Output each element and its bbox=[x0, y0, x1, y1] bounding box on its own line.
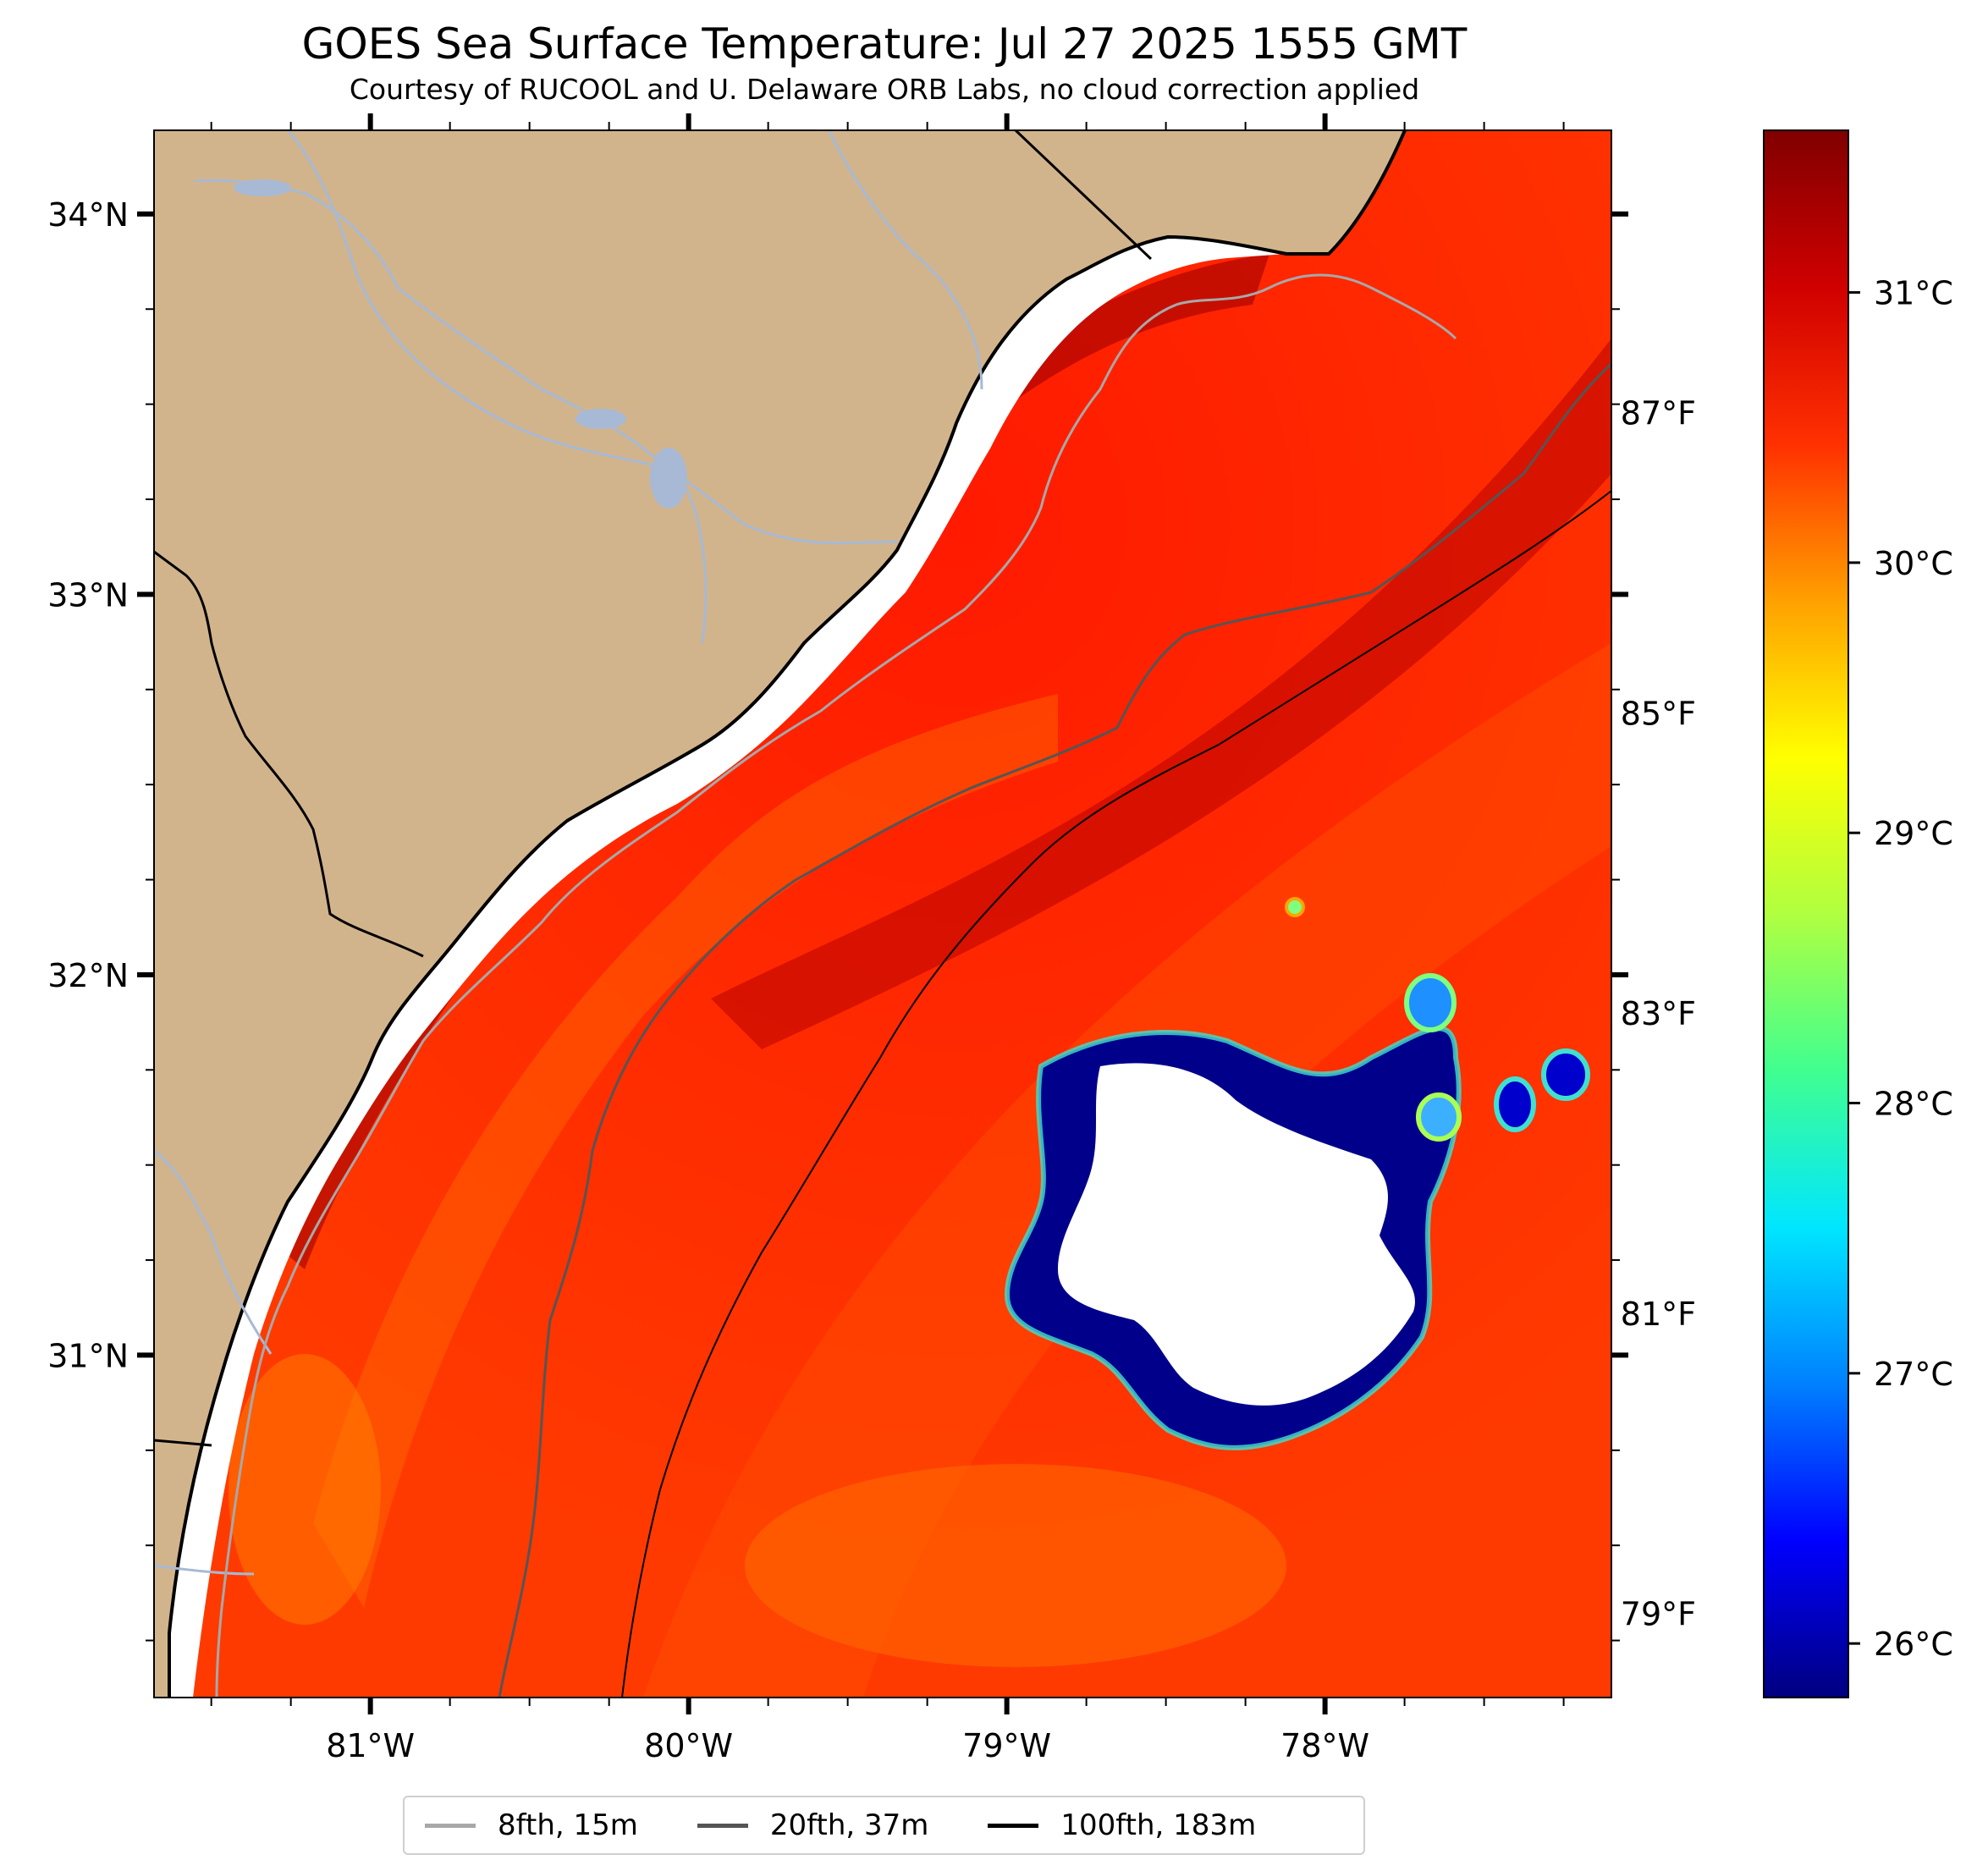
colorbar-fahrenheit-label: 87°F bbox=[1621, 395, 1696, 432]
lake bbox=[575, 409, 626, 429]
map-title: GOES Sea Surface Temperature: Jul 27 202… bbox=[301, 19, 1468, 69]
legend-label: 100fth, 183m bbox=[1060, 1808, 1257, 1842]
cold-eddy bbox=[1541, 1048, 1590, 1101]
colorbar-celsius-label: 26°C bbox=[1874, 1626, 1953, 1663]
colorbar-fahrenheit-label: 85°F bbox=[1621, 695, 1696, 732]
legend: 8fth, 15m 20fth, 37m 100fth, 183m bbox=[403, 1796, 1365, 1855]
legend-swatch-100fth bbox=[988, 1823, 1039, 1828]
lon-tick-label: 79°W bbox=[962, 1727, 1051, 1764]
cold-eddy bbox=[1285, 897, 1305, 917]
cloud-fringe-warm-edge bbox=[1004, 1026, 1462, 1450]
isobath-20fth bbox=[498, 362, 1611, 1698]
colorbar-celsius-label: 29°C bbox=[1874, 815, 1953, 852]
cloud-no-data bbox=[1058, 1063, 1415, 1406]
colorbar-fahrenheit-label: 79°F bbox=[1621, 1596, 1696, 1633]
colorbar-fahrenheit-label: 83°F bbox=[1621, 995, 1696, 1032]
lake bbox=[234, 179, 291, 196]
lon-tick-label: 78°W bbox=[1280, 1727, 1369, 1764]
cold-eddy bbox=[1416, 1092, 1462, 1142]
legend-item: 8fth, 15m bbox=[425, 1797, 638, 1853]
map-frame bbox=[153, 129, 1612, 1698]
legend-label: 20fth, 37m bbox=[769, 1808, 929, 1842]
cold-eddy bbox=[1404, 973, 1457, 1032]
lat-tick-label: 34°N bbox=[47, 196, 129, 234]
river bbox=[828, 130, 983, 390]
legend-item: 100fth, 183m bbox=[988, 1797, 1256, 1853]
river bbox=[154, 1564, 255, 1576]
map-axes: 81°W 80°W 79°W 78°W 34°N 33°N 32°N 31°N bbox=[47, 113, 1628, 1764]
colorbar-celsius-label: 31°C bbox=[1874, 275, 1953, 312]
legend-item: 20fth, 37m bbox=[697, 1797, 929, 1853]
sst-band-gulfstream bbox=[711, 338, 1611, 1049]
isobath-8fth bbox=[215, 273, 1457, 1698]
colorbar-ticks: 31°C 30°C 29°C 28°C 27°C 26°C 87°F 85°F 83°F 81°F… bbox=[1621, 275, 1953, 1664]
river bbox=[194, 179, 898, 545]
lat-tick-label: 32°N bbox=[47, 957, 129, 994]
sst-band-nearshore bbox=[313, 694, 1058, 1608]
lon-tick-label: 80°W bbox=[644, 1727, 733, 1764]
legend-swatch-8fth bbox=[425, 1823, 476, 1828]
lon-tick-label: 81°W bbox=[326, 1727, 415, 1764]
legend-label: 8fth, 15m bbox=[498, 1808, 638, 1842]
colorbar-celsius-label: 28°C bbox=[1874, 1086, 1953, 1123]
colorbar-celsius-label: 27°C bbox=[1874, 1356, 1953, 1393]
sst-patch-southwest bbox=[229, 1354, 381, 1625]
colorbar-celsius-label: 30°C bbox=[1874, 545, 1953, 582]
colorbar-fahrenheit-label: 81°F bbox=[1621, 1296, 1696, 1333]
lat-tick-label: 31°N bbox=[47, 1337, 129, 1374]
lat-tick-label: 33°N bbox=[47, 576, 129, 614]
map-subtitle: Courtesy of RUCOOL and U. Delaware ORB L… bbox=[349, 73, 1420, 106]
cold-eddy bbox=[1494, 1076, 1536, 1132]
state-boundary bbox=[154, 550, 424, 958]
sst-patch-south bbox=[745, 1464, 1286, 1667]
river bbox=[286, 130, 708, 644]
state-boundary bbox=[1014, 130, 1153, 261]
land bbox=[154, 130, 1405, 1698]
state-boundary bbox=[154, 1439, 212, 1447]
legend-swatch-20fth bbox=[697, 1823, 748, 1828]
map-panel bbox=[154, 130, 1611, 1698]
river bbox=[154, 1149, 273, 1355]
lake bbox=[650, 448, 687, 509]
isobath-100fth bbox=[621, 490, 1611, 1698]
colorbar bbox=[1763, 129, 1849, 1698]
